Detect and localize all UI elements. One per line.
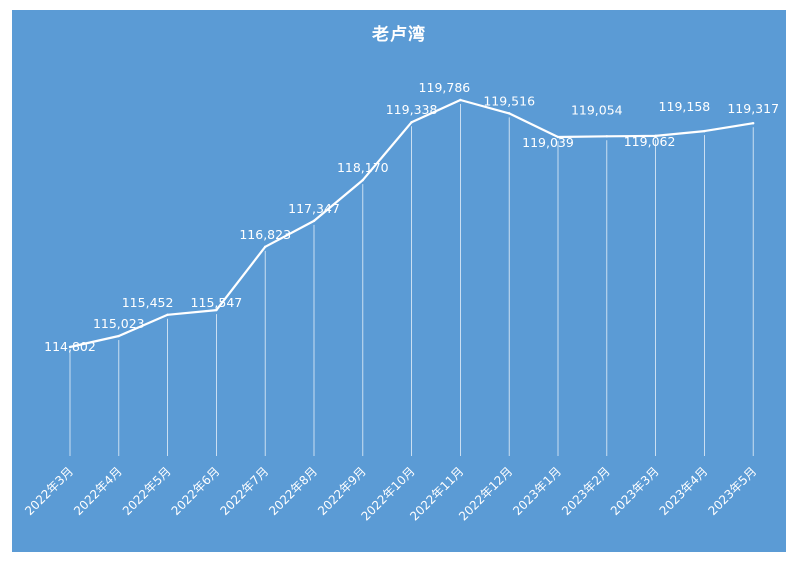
data-label: 119,039 [522, 135, 574, 150]
data-label: 119,317 [727, 101, 779, 116]
x-tick-label: 2022年7月 [217, 464, 271, 518]
x-tick-label: 2022年8月 [266, 464, 320, 518]
data-point [703, 129, 706, 133]
data-label: 119,338 [386, 102, 438, 117]
x-tick-label: 2023年5月 [705, 464, 759, 518]
x-tick-label: 2023年2月 [559, 464, 613, 518]
data-point [215, 308, 218, 312]
data-label: 119,516 [483, 93, 535, 108]
chart-title: 老卢湾 [372, 25, 426, 45]
data-label: 116,823 [239, 227, 291, 242]
data-point [361, 178, 364, 182]
data-point [654, 134, 657, 138]
data-point [752, 122, 755, 125]
data-point [312, 219, 316, 223]
data-label: 117,347 [288, 201, 340, 216]
data-label: 119,158 [659, 99, 711, 114]
data-label: 115,547 [191, 295, 243, 310]
x-tick-label: 2022年5月 [120, 464, 174, 518]
data-point [459, 98, 462, 102]
data-label: 115,023 [93, 316, 145, 331]
data-point [117, 334, 121, 338]
x-tick-label: 2023年1月 [510, 464, 564, 518]
data-label: 119,786 [419, 80, 471, 95]
data-point [605, 135, 608, 138]
data-point [410, 121, 413, 124]
x-tick-label: 2022年3月 [22, 464, 76, 518]
data-label: 119,054 [571, 102, 623, 117]
data-label: 118,170 [337, 160, 389, 175]
x-tick-label: 2022年4月 [71, 464, 125, 518]
data-label: 114,802 [44, 339, 96, 354]
data-label: 119,062 [624, 134, 676, 149]
x-tick-label: 2022年6月 [169, 464, 223, 518]
data-point [166, 313, 169, 316]
data-point [68, 345, 72, 349]
x-tick-label: 2023年3月 [608, 464, 662, 518]
data-point [264, 245, 267, 249]
chart-area: 老卢湾 114,802 115,023 115,452 115,547 116,823 1… [12, 10, 786, 552]
data-point [508, 112, 511, 115]
x-tick-label: 2023年4月 [657, 464, 711, 518]
data-label: 115,452 [122, 295, 174, 310]
data-point [556, 135, 560, 139]
line-chart: 114,802 115,023 115,452 115,547 116,823 117,3… [22, 80, 779, 523]
